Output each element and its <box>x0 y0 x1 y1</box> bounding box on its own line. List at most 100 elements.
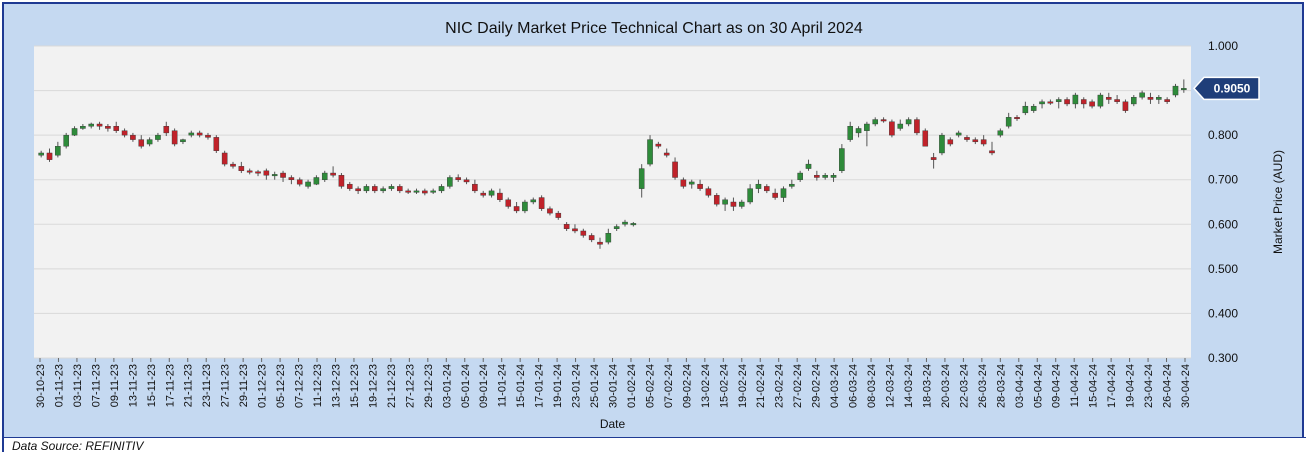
candle-body <box>271 174 278 177</box>
candle-body <box>872 119 879 125</box>
x-tick-label: 15-02-24 <box>718 364 730 408</box>
candle-body <box>588 235 595 241</box>
candle-body <box>46 152 53 160</box>
candle-body <box>1181 88 1187 91</box>
candle-body <box>1122 101 1129 111</box>
candle-body <box>213 137 220 151</box>
x-tick-label: 30-10-23 <box>35 364 47 408</box>
candle-body <box>663 152 670 156</box>
x-tick-label: 26-04-24 <box>1162 364 1174 408</box>
plot-area <box>34 46 1191 358</box>
x-tick-label: 04-03-24 <box>829 364 841 408</box>
candle-body <box>789 183 795 187</box>
x-tick-label: 21-12-23 <box>386 364 398 408</box>
candle-body <box>488 190 495 196</box>
candle-body <box>805 163 812 169</box>
candle-body <box>622 221 628 225</box>
candle-body <box>680 179 687 187</box>
candle-body <box>797 172 803 180</box>
x-tick-label: 13-11-23 <box>127 364 139 407</box>
x-tick-label: 08-03-24 <box>866 364 878 408</box>
candle-body <box>455 177 461 180</box>
candle-body <box>814 175 820 178</box>
candle-body <box>121 130 128 136</box>
candle-body <box>480 192 487 196</box>
candle-body <box>597 241 603 245</box>
candle-body <box>363 186 370 192</box>
x-tick-label: 28-03-24 <box>995 364 1007 408</box>
x-tick-label: 22-03-24 <box>958 364 970 408</box>
x-tick-label: 27-11-23 <box>220 364 232 407</box>
candle-body <box>38 152 44 156</box>
candle-body <box>755 183 762 189</box>
candle-body <box>113 126 120 131</box>
x-tick-label: 07-02-24 <box>663 364 675 408</box>
candle-body <box>88 123 94 127</box>
y-tick-label: 0.300 <box>1208 351 1238 365</box>
candle-body <box>997 130 1004 136</box>
data-source-note: Data Source: REFINITIV <box>4 437 1306 454</box>
x-tick-label: 05-04-24 <box>1032 364 1044 408</box>
candle-body <box>613 226 620 229</box>
x-tick-label: 11-04-24 <box>1069 364 1081 407</box>
candle-body <box>146 139 153 145</box>
x-tick-label: 01-12-23 <box>257 364 269 408</box>
candle-body <box>830 175 837 178</box>
candle-body <box>1139 92 1145 98</box>
candle-body <box>205 134 211 138</box>
last-price-label: 0.9050 <box>1214 81 1251 95</box>
x-tick-label: 14-03-24 <box>903 364 915 408</box>
candle-body <box>772 192 778 198</box>
candle-body <box>722 199 728 205</box>
x-tick-label: 23-04-24 <box>1143 364 1155 408</box>
x-tick-label: 15-01-24 <box>515 364 527 408</box>
candle-body <box>463 179 470 183</box>
y-tick-label: 0.400 <box>1208 306 1238 320</box>
x-tick-label: 21-02-24 <box>755 364 767 408</box>
candle-body <box>647 139 653 165</box>
y-tick-label: 0.700 <box>1208 173 1238 187</box>
x-tick-label: 18-03-24 <box>921 364 933 408</box>
candle-body <box>939 134 945 154</box>
candle-body <box>547 208 553 214</box>
candle-body <box>1131 97 1137 105</box>
candle-body <box>447 177 453 187</box>
x-tick-label: 29-12-23 <box>423 364 435 408</box>
candle-body <box>905 119 912 125</box>
candle-body <box>1080 99 1087 105</box>
candle-body <box>355 188 361 192</box>
candle-body <box>655 143 662 147</box>
candle-body <box>880 119 887 122</box>
candle-body <box>638 168 645 189</box>
candle-body <box>989 150 995 154</box>
candle-body <box>180 139 186 143</box>
candle-body <box>538 197 545 209</box>
x-tick-label: 21-11-23 <box>183 364 195 407</box>
candle-body <box>130 134 136 140</box>
candle-body <box>1047 101 1054 104</box>
candle-body <box>288 177 295 180</box>
candle-body <box>321 172 328 180</box>
x-tick-label: 01-02-24 <box>626 364 638 408</box>
candle-body <box>780 188 787 198</box>
x-tick-label: 20-03-24 <box>940 364 952 408</box>
candle-body <box>730 201 737 207</box>
candle-body <box>221 152 228 165</box>
x-tick-label: 25-01-24 <box>589 364 601 408</box>
x-tick-label: 29-11-23 <box>238 364 250 407</box>
candle-body <box>1039 101 1045 105</box>
candle-body <box>930 157 937 160</box>
candle-body <box>405 190 411 193</box>
x-tick-label: 11-12-23 <box>312 364 324 407</box>
candle-body <box>296 179 303 185</box>
candle-body <box>1089 101 1095 107</box>
candle-body <box>513 206 520 212</box>
candle-body <box>163 126 170 134</box>
candle-body <box>1022 105 1029 114</box>
candle-body <box>897 123 904 129</box>
x-tick-label: 19-01-24 <box>552 364 564 408</box>
candle-body <box>839 148 845 171</box>
candle-body <box>914 119 920 134</box>
candle-body <box>80 126 86 129</box>
